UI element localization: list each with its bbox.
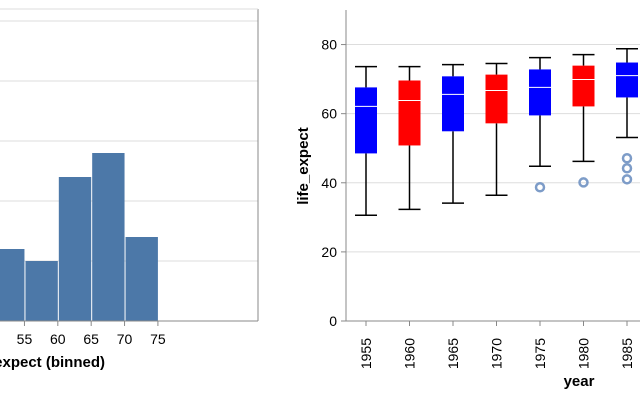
- outlier: [534, 182, 546, 193]
- x-tick-label: 1985: [619, 338, 635, 369]
- x-axis-label: year: [564, 373, 595, 390]
- box: [572, 65, 595, 107]
- bar: [125, 237, 158, 321]
- bar: [0, 249, 25, 321]
- x-tick-label: 1960: [402, 338, 418, 369]
- box: [442, 76, 464, 132]
- x-tick-label: 1975: [532, 338, 548, 369]
- bar: [25, 261, 58, 321]
- outlier: [621, 174, 633, 185]
- x-axis-label: life_expect (binned): [0, 354, 105, 371]
- x-tick-label: 1970: [489, 338, 505, 369]
- outlier: [621, 163, 633, 174]
- x-tick-label: 60: [50, 331, 66, 347]
- box: [529, 69, 551, 116]
- y-tick-label: 80: [321, 37, 337, 53]
- x-tick-label: 65: [83, 331, 99, 347]
- box: [355, 87, 377, 154]
- box: [485, 74, 508, 124]
- y-tick-label: 40: [321, 175, 337, 191]
- x-tick-label: 1965: [445, 338, 461, 369]
- bar: [58, 177, 92, 321]
- box: [616, 62, 638, 98]
- x-tick-label: 75: [150, 331, 166, 347]
- x-tick-label: 1980: [576, 338, 592, 369]
- bar: [92, 153, 125, 321]
- outlier: [621, 152, 633, 164]
- x-tick-label: 1955: [358, 338, 374, 369]
- box: [398, 80, 421, 146]
- outlier: [578, 177, 589, 188]
- y-tick-label: 0: [329, 313, 337, 329]
- x-tick-label: 55: [17, 331, 33, 347]
- y-axis-label: life_expect: [295, 127, 312, 205]
- y-tick-label: 60: [321, 106, 337, 122]
- y-tick-label: 20: [321, 244, 337, 260]
- x-tick-label: 70: [117, 331, 133, 347]
